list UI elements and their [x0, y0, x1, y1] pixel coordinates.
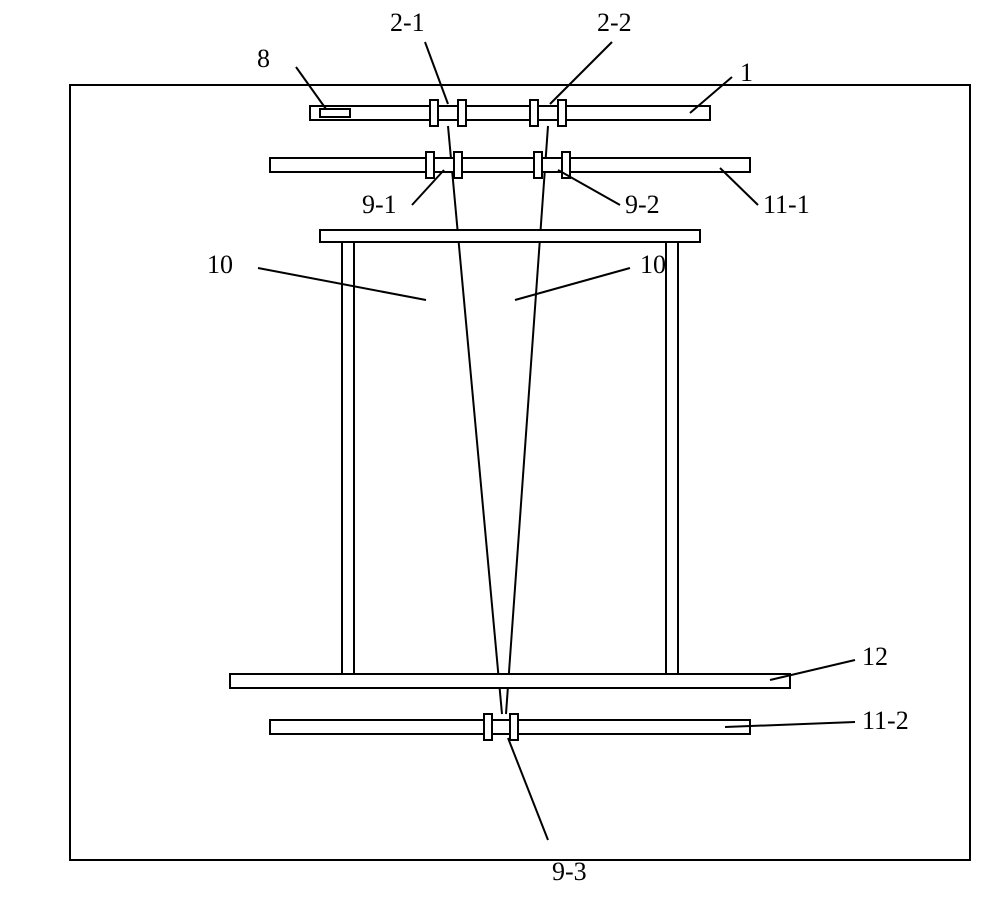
diagram-canvas: 2-1 2-2 8 1 9-1 9-2 11-1 10 10 12 11-2 9… [0, 0, 1000, 906]
label-10-right: 10 [640, 250, 666, 280]
lower-lug-0 [484, 714, 492, 740]
label-2-1: 2-1 [390, 8, 425, 38]
diagonal-line-1 [506, 126, 548, 714]
mid-lug-1 [454, 152, 462, 178]
label-2-2: 2-2 [597, 8, 632, 38]
top-lug-3 [558, 100, 566, 126]
diagonal-line-0 [448, 126, 502, 714]
column-0 [342, 242, 354, 674]
mid-lug-2 [534, 152, 542, 178]
top-lug-1 [458, 100, 466, 126]
bottom-plate [230, 674, 790, 688]
label-9-3: 9-3 [552, 857, 587, 887]
top-bar-notch [320, 109, 350, 117]
label-9-2: 9-2 [625, 190, 660, 220]
label-1: 1 [740, 58, 753, 88]
mid-lug-0 [426, 152, 434, 178]
lower-lug-1 [510, 714, 518, 740]
leader-line-2 [550, 42, 612, 104]
column-1 [666, 242, 678, 674]
leader-line-8 [515, 268, 630, 300]
top-plate [320, 230, 700, 242]
outer-frame [70, 85, 970, 860]
leader-line-5 [558, 170, 620, 205]
label-8: 8 [257, 44, 270, 74]
leader-line-1 [425, 42, 448, 104]
label-10-left: 10 [207, 250, 233, 280]
mid-bar [270, 158, 750, 172]
leader-line-0 [296, 67, 326, 109]
label-12: 12 [862, 642, 888, 672]
diagram-svg [0, 0, 1000, 906]
top-lug-0 [430, 100, 438, 126]
label-11-2: 11-2 [862, 706, 909, 736]
top-bar [310, 106, 710, 120]
leader-line-6 [720, 168, 758, 205]
top-lug-2 [530, 100, 538, 126]
leader-line-11 [508, 738, 548, 840]
label-11-1: 11-1 [763, 190, 810, 220]
leader-line-9 [770, 660, 855, 680]
label-9-1: 9-1 [362, 190, 397, 220]
